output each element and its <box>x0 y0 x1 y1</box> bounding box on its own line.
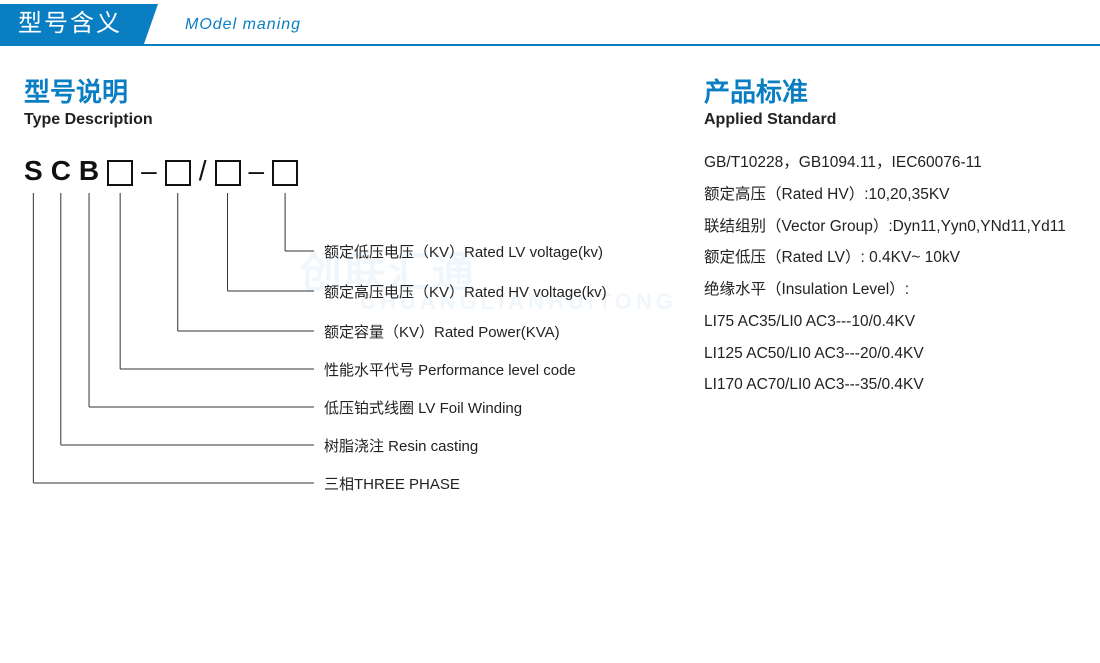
banner-title-en: MOdel maning <box>185 16 301 34</box>
heading-en: Applied Standard <box>704 111 1076 129</box>
spec-line: LI125 AC50/LI0 AC3---20/0.4KV <box>704 338 1076 370</box>
content-row: 型号说明 Type Description SCB – / – 额定低压电压（KV）R… <box>0 48 1100 513</box>
heading-cn: 产品标准 <box>704 72 1076 109</box>
heading-en: Type Description <box>24 111 664 129</box>
spec-line: 额定高压（Rated HV）:10,20,35KV <box>704 179 1076 211</box>
applied-standard-panel: 产品标准 Applied Standard GB/T10228，GB1094.1… <box>704 72 1076 513</box>
spec-line: GB/T10228，GB1094.11，IEC60076-11 <box>704 147 1076 179</box>
spec-list: GB/T10228，GB1094.11，IEC60076-11额定高压（Rate… <box>704 147 1076 401</box>
leader-label: 额定容量（KV）Rated Power(KVA) <box>324 321 560 342</box>
section-banner: 型号含义 MOdel maning <box>0 4 1100 48</box>
model-code-row: SCB – / – <box>24 149 664 193</box>
leader-lines-svg <box>24 193 664 663</box>
banner-underline <box>0 44 1100 46</box>
spec-line: 绝缘水平（Insulation Level）: <box>704 274 1076 306</box>
placeholder-box <box>165 160 191 186</box>
spec-line: 额定低压（Rated LV）: 0.4KV~ 10kV <box>704 242 1076 274</box>
heading-cn: 型号说明 <box>24 72 664 109</box>
spec-line: LI75 AC35/LI0 AC3---10/0.4KV <box>704 306 1076 338</box>
spec-line: LI170 AC70/LI0 AC3---35/0.4KV <box>704 369 1076 401</box>
model-letter: C <box>51 155 71 187</box>
model-letter: B <box>79 155 99 187</box>
leader-label: 低压铂式线圈 LV Foil Winding <box>324 397 522 418</box>
placeholder-box <box>272 160 298 186</box>
placeholder-box <box>215 160 241 186</box>
model-letter: S <box>24 155 43 187</box>
separator: – <box>249 155 265 187</box>
placeholder-box <box>107 160 133 186</box>
leader-diagram: 额定低压电压（KV）Rated LV voltage(kv) 额定高压电压（KV）… <box>24 193 664 513</box>
leader-label: 额定低压电压（KV）Rated LV voltage(kv) <box>324 241 603 262</box>
spec-line: 联结组别（Vector Group）:Dyn11,Yyn0,YNd11,Yd11 <box>704 211 1076 243</box>
leader-label: 树脂浇注 Resin casting <box>324 435 478 456</box>
leader-label: 三相THREE PHASE <box>324 473 460 494</box>
banner-title-cn: 型号含义 <box>0 4 144 44</box>
leader-label: 额定高压电压（KV）Rated HV voltage(kv) <box>324 281 607 302</box>
type-description-panel: 型号说明 Type Description SCB – / – 额定低压电压（KV）R… <box>24 72 664 513</box>
leader-label: 性能水平代号 Performance level code <box>324 359 576 380</box>
separator: – <box>141 155 157 187</box>
separator: / <box>199 155 207 187</box>
